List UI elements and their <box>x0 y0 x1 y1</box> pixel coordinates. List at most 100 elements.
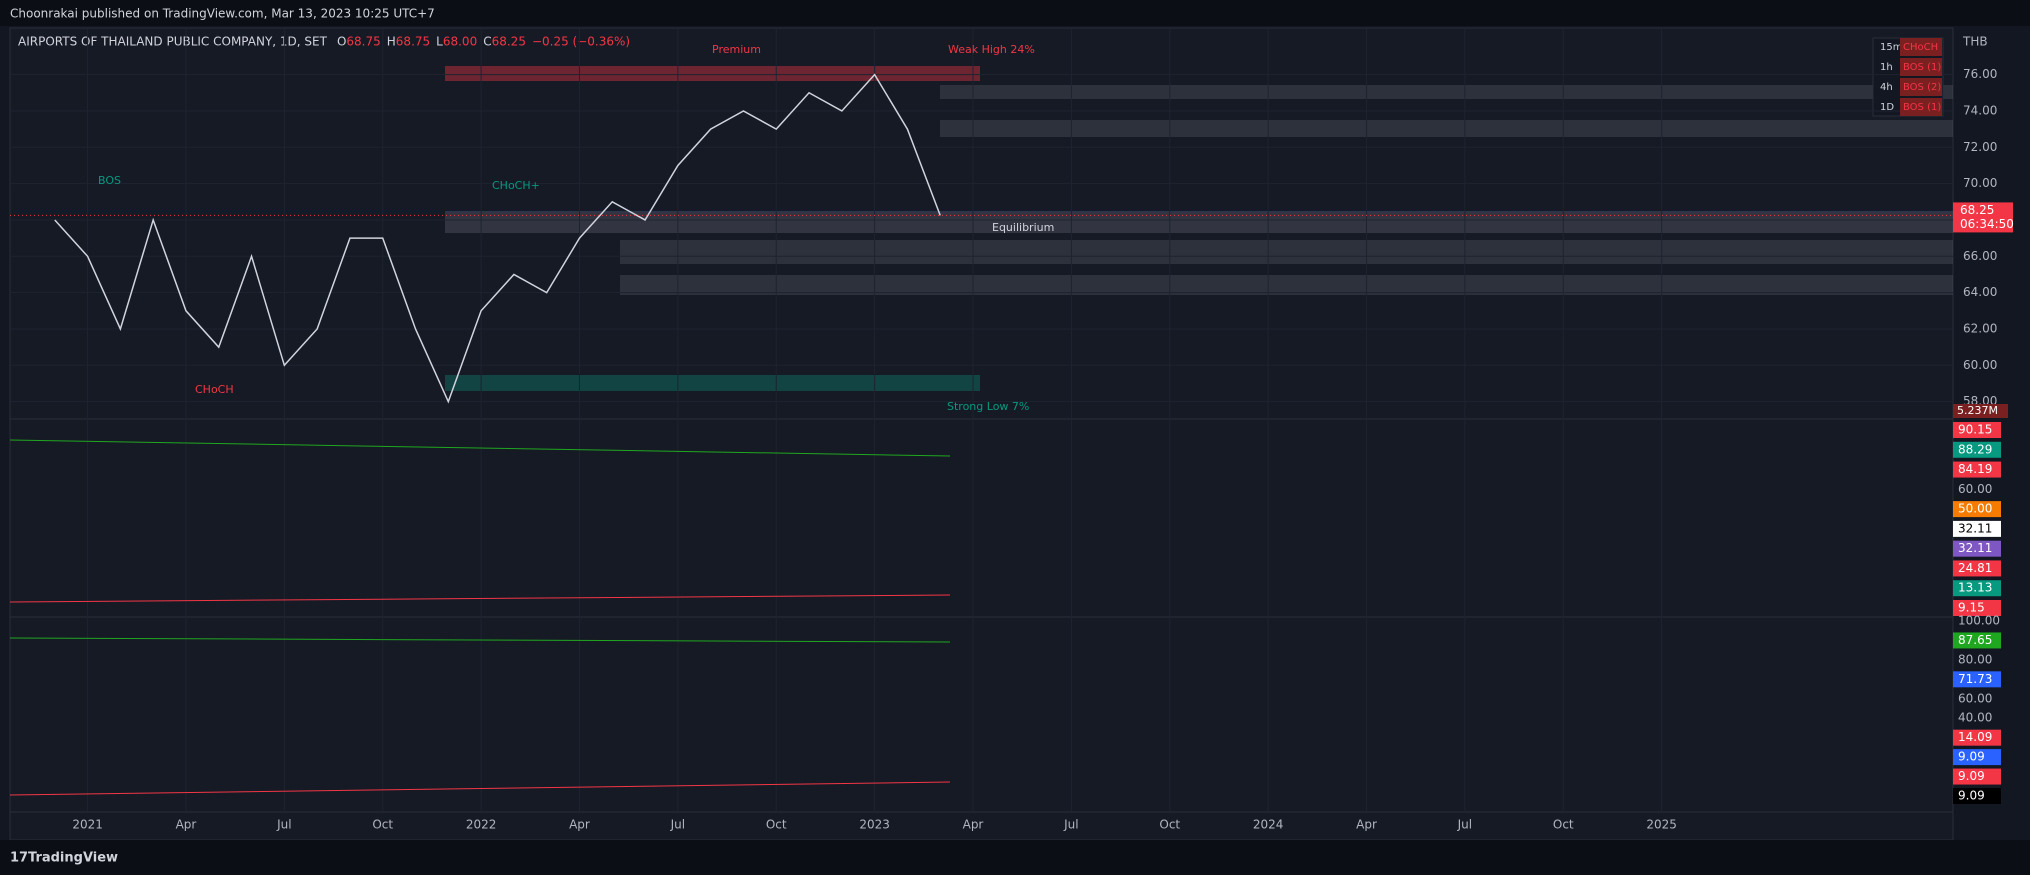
countdown: 06:34:50 <box>1960 217 2014 231</box>
value-badge <box>1953 441 2001 458</box>
symbol-name: AIRPORTS OF THAILAND PUBLIC COMPANY, 1D,… <box>18 35 328 49</box>
ohlc-value: 68.75 <box>396 35 430 49</box>
ohlc-value: 68.25 <box>492 35 526 49</box>
y-tick-label: 72.00 <box>1963 140 1997 154</box>
value-badge <box>1953 729 2001 746</box>
equilibrium-zone <box>445 211 1953 233</box>
value-label: 9.15 <box>1958 601 1985 615</box>
x-tick-label: 2025 <box>1646 818 1677 832</box>
volume-badge <box>1953 404 2008 418</box>
level-line <box>9 781 951 796</box>
header-title: Choonrakai published on TradingView.com,… <box>10 7 435 21</box>
value-label: 84.19 <box>1958 462 1992 476</box>
x-tick-label: Apr <box>1356 818 1377 832</box>
zone <box>940 120 1953 137</box>
annotation: Premium <box>712 43 761 56</box>
x-tick-label: 2022 <box>466 818 497 832</box>
annotation: CHoCH <box>195 383 234 396</box>
ohlc-key: O <box>337 35 346 49</box>
value-label: 60.00 <box>1958 691 1992 705</box>
logo: 17 <box>10 851 28 866</box>
ohlc-key: L <box>436 35 443 49</box>
premium-zone <box>445 66 980 81</box>
value-label: 90.15 <box>1958 423 1992 437</box>
chart-area <box>9 27 1954 841</box>
x-tick-label: Jul <box>670 818 685 832</box>
table-tf: 4h <box>1880 82 1893 93</box>
value-badge <box>1953 422 2001 438</box>
value-badge <box>1953 788 2001 804</box>
x-tick-label: Oct <box>766 818 787 832</box>
table-cell <box>1900 98 1942 116</box>
table-state: CHoCH <box>1903 42 1938 53</box>
value-badge <box>1953 580 2001 597</box>
x-tick-label: 2021 <box>72 818 103 832</box>
table-tf: 1h <box>1880 62 1893 73</box>
price-line <box>54 73 941 404</box>
volume-label: 5.237M <box>1957 404 1998 417</box>
change: −0.25 (−0.36%) <box>532 35 630 49</box>
y-tick-label: 60.00 <box>1963 358 1997 372</box>
x-tick-label: Jul <box>1457 818 1472 832</box>
value-badge <box>1953 600 2001 616</box>
value-badge <box>1953 768 2001 785</box>
value-label: 100.00 <box>1958 614 2000 628</box>
level-line <box>9 637 951 643</box>
header-bar <box>0 0 2030 26</box>
x-tick-label: Jul <box>276 818 291 832</box>
zone <box>620 275 1953 295</box>
x-tick-label: Oct <box>372 818 393 832</box>
zone <box>620 240 1953 264</box>
value-label: 60.00 <box>1958 482 1992 496</box>
value-badge <box>1953 520 2001 537</box>
value-badge <box>1953 671 2001 688</box>
annotation: Equilibrium <box>992 221 1054 234</box>
value-label: 9.09 <box>1958 750 1985 764</box>
annotation: BOS <box>98 174 121 187</box>
table-state: BOS (1) <box>1903 102 1941 113</box>
x-tick-label: Oct <box>1159 818 1180 832</box>
value-badge <box>1953 501 2001 518</box>
last-price-badge <box>1953 202 2013 233</box>
value-label: 9.09 <box>1958 789 1985 803</box>
value-badge <box>1953 461 2001 478</box>
annotation: CHoCH+ <box>492 179 540 192</box>
y-tick-label: 64.00 <box>1963 285 1997 299</box>
value-label: 32.11 <box>1958 541 1992 555</box>
value-badge <box>1953 749 2001 766</box>
footer-brand: TradingView <box>28 851 118 866</box>
table-state: BOS (2) <box>1903 82 1941 93</box>
currency-label: THB <box>1962 35 1988 49</box>
value-label: 50.00 <box>1958 502 1992 516</box>
y-tick-label: 74.00 <box>1963 103 1997 117</box>
table-tf: 15m <box>1880 42 1902 53</box>
x-tick-label: 2023 <box>859 818 890 832</box>
y-tick-label: 66.00 <box>1963 249 1997 263</box>
value-label: 24.81 <box>1958 561 1992 575</box>
value-label: 71.73 <box>1958 672 1992 686</box>
ohlc-key: C <box>483 35 491 49</box>
annotation: Strong Low 7% <box>947 400 1029 413</box>
x-tick-label: 2024 <box>1253 818 1284 832</box>
level-line <box>9 439 951 457</box>
value-badge <box>1953 560 2001 577</box>
annotation: Weak High 24% <box>948 43 1035 56</box>
value-label: 14.09 <box>1958 730 1992 744</box>
zone <box>940 85 1953 99</box>
value-label: 32.11 <box>1958 521 1992 535</box>
y-tick-label: 62.00 <box>1963 321 1997 335</box>
value-label: 40.00 <box>1958 711 1992 725</box>
table-tf: 1D <box>1880 102 1894 113</box>
table-cell <box>1900 38 1942 56</box>
discount-zone <box>445 375 980 391</box>
value-label: 87.65 <box>1958 633 1992 647</box>
x-tick-label: Apr <box>176 818 197 832</box>
x-tick-label: Oct <box>1553 818 1574 832</box>
y-tick-label: 70.00 <box>1963 176 1997 190</box>
value-label: 13.13 <box>1958 581 1992 595</box>
x-tick-label: Apr <box>963 818 984 832</box>
value-label: 80.00 <box>1958 652 1992 666</box>
table-cell <box>1900 58 1942 76</box>
